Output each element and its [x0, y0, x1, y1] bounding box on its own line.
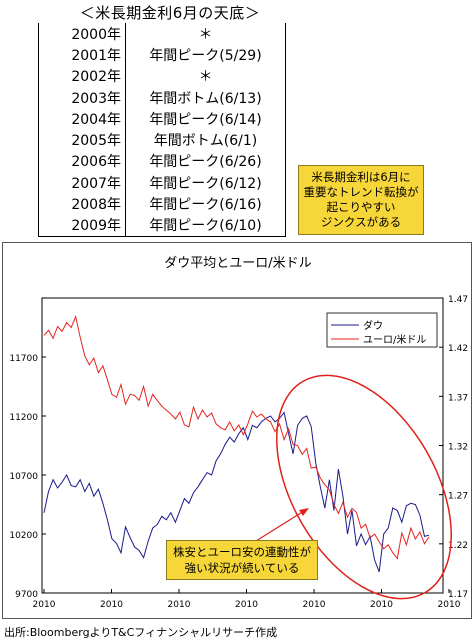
x-tick-label: 2010 [100, 600, 123, 610]
y-left-tick-label: 10200 [9, 531, 38, 541]
y-right-tick-label: 1.47 [448, 295, 468, 305]
note-line: ジンクスがある [320, 215, 402, 229]
y-left-tick-label: 10700 [9, 472, 38, 482]
note-line: 米長期金利は6月に [311, 170, 411, 184]
turning-point-cell: ＊ [125, 23, 286, 45]
y-left-tick-label: 11700 [9, 354, 38, 364]
table-row: 2000年＊ [38, 23, 286, 45]
table-title: ＜米長期金利6月の天底＞ [79, 4, 261, 22]
year-cell: 2008年 [38, 193, 126, 215]
year-cell: 2009年 [38, 214, 126, 237]
legend-label: ダウ [363, 319, 383, 332]
year-cell: 2003年 [38, 86, 126, 109]
callout-line: 株安とユーロ安の連動性が [173, 545, 311, 559]
x-tick-label: 2010 [168, 600, 191, 610]
turning-point-cell: 年間ボトム(6/13) [125, 86, 286, 109]
x-tick-label: 2010 [438, 600, 461, 610]
y-right-tick-label: 1.17 [448, 590, 468, 600]
y-right-tick-label: 1.37 [448, 393, 468, 403]
y-right-tick-label: 1.22 [448, 541, 468, 551]
x-tick-label: 2010 [370, 600, 393, 610]
turning-point-cell: 年間ピーク(6/26) [125, 150, 286, 173]
table-row: 2001年 年間ピーク(5/29) [38, 44, 286, 66]
correlation-callout: 株安とユーロ安の連動性が 強い状況が続いている [166, 540, 318, 580]
source-note: 出所:BloombergよりT&Cフィナンシャルリサーチ作成 [4, 626, 278, 639]
eurusd-series-line [43, 315, 430, 560]
table-row: 2007年 年間ピーク(6/12) [38, 172, 286, 194]
turning-point-cell: 年間ボトム(6/1) [125, 129, 286, 151]
y-left-tick-label: 11200 [9, 413, 38, 423]
year-cell: 2007年 [38, 172, 126, 194]
x-tick-label: 2010 [235, 600, 258, 610]
y-right-tick-label: 1.27 [448, 492, 468, 502]
table-row: 2008年 年間ピーク(6/16) [38, 193, 286, 215]
jinx-note-box: 米長期金利は6月に 重要なトレンド転換が 起こりやすい ジンクスがある [298, 165, 424, 235]
table-row: 2009年 年間ピーク(6/10) [38, 214, 286, 237]
dow-series-line [43, 411, 430, 572]
turning-point-cell: 年間ピーク(6/10) [125, 214, 286, 237]
y-left-tick-label: 9700 [15, 590, 38, 600]
turning-point-cell: 年間ピーク(5/29) [125, 44, 286, 66]
chart-title: ダウ平均とユーロ/米ドル [164, 256, 312, 271]
year-cell: 2001年 [38, 44, 126, 66]
table-row: 2005年 年間ボトム(6/1) [38, 129, 286, 151]
x-tick-label: 2010 [303, 600, 326, 610]
table-row: 2004年 年間ピーク(6/14) [38, 108, 286, 130]
turning-point-cell: ＊ [125, 65, 286, 87]
highlight-ellipse [276, 374, 452, 600]
chart-frame [2, 242, 472, 619]
year-cell: 2006年 [38, 150, 126, 173]
turning-point-cell: 年間ピーク(6/12) [125, 172, 286, 194]
turning-point-cell: 年間ピーク(6/14) [125, 108, 286, 130]
legend-box [326, 312, 438, 348]
y-right-tick-label: 1.42 [448, 344, 468, 354]
y-right-tick-label: 1.32 [448, 443, 468, 453]
year-cell: 2004年 [38, 108, 126, 130]
table-row: 2002年＊ [38, 65, 286, 87]
callout-line: 強い状況が続いている [184, 561, 300, 575]
year-cell: 2000年 [38, 23, 126, 45]
x-tick-label: 2010 [33, 600, 56, 610]
june-turning-point-table: 2000年＊ 2001年 年間ピーク(5/29) 2002年＊ 2003年 年間ボトム(6… [38, 23, 286, 237]
table-row: 2006年 年間ピーク(6/26) [38, 150, 286, 173]
table-row: 2003年 年間ボトム(6/13) [38, 86, 286, 109]
year-cell: 2005年 [38, 129, 126, 151]
note-line: 起こりやすい [326, 200, 396, 214]
legend-label: ユーロ/米ドル [363, 333, 426, 346]
note-line: 重要なトレンド転換が [303, 185, 419, 199]
callout-arrow-line [255, 510, 305, 542]
year-cell: 2002年 [38, 65, 126, 87]
callout-arrowhead [299, 508, 309, 516]
turning-point-cell: 年間ピーク(6/16) [125, 193, 286, 215]
